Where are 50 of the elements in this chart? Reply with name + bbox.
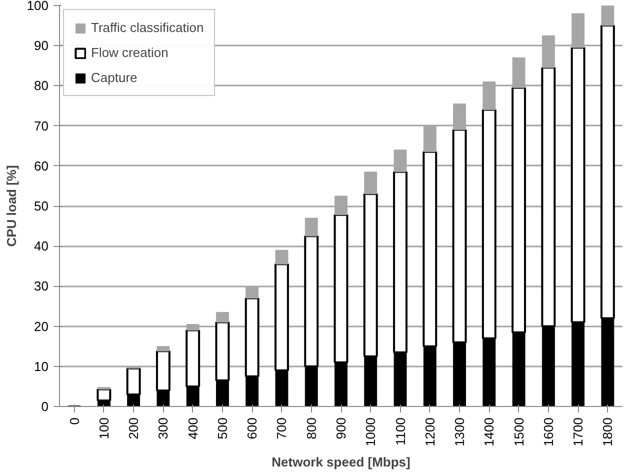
- x-tick-label: 0: [66, 417, 82, 425]
- y-tick-label: 10: [34, 358, 49, 374]
- y-tick-label: 20: [34, 318, 49, 334]
- bar: [482, 81, 496, 110]
- x-tick-label: 600: [244, 417, 260, 440]
- x-tick-label: 300: [156, 417, 171, 440]
- x-tick-label: 1600: [540, 418, 556, 446]
- x-tick-label: 400: [185, 417, 200, 440]
- x-tick-label: 700: [274, 417, 290, 440]
- y-tick-label: 40: [34, 238, 49, 254]
- y-tick-label: 30: [34, 278, 49, 294]
- legend-label: Flow creation: [91, 45, 168, 60]
- x-tick-label: 200: [126, 417, 142, 440]
- x-tick-label: 800: [304, 417, 319, 440]
- bar: [216, 312, 229, 323]
- x-tick-label: 1100: [392, 417, 408, 446]
- bar: [364, 172, 378, 194]
- y-axis-title: CPU load [%]: [4, 165, 19, 247]
- bar: [97, 387, 110, 390]
- bar: [601, 6, 614, 26]
- x-tick-label: 1700: [570, 418, 586, 446]
- x-tick-label: 500: [214, 417, 230, 440]
- x-tick-label: 100: [96, 417, 112, 440]
- y-tick-label: 70: [34, 118, 49, 134]
- bar: [334, 196, 348, 216]
- legend-label: Traffic classification: [91, 20, 204, 35]
- y-tick-label: 60: [34, 158, 49, 174]
- y-tick-label: 0: [41, 399, 49, 414]
- y-tick-label: 90: [34, 38, 49, 54]
- x-tick-label: 1500: [511, 418, 526, 446]
- y-tick-label: 50: [34, 198, 49, 214]
- bar: [394, 150, 407, 172]
- x-tick-label: 900: [334, 417, 348, 440]
- bar: [423, 126, 436, 152]
- bar: [304, 218, 318, 236]
- x-tick-label: 1800: [600, 418, 616, 446]
- bar: [186, 324, 200, 331]
- bar: [512, 57, 526, 88]
- x-tick-label: 1300: [452, 418, 468, 446]
- x-tick-label: 1400: [482, 418, 497, 446]
- y-tick-label: 100: [26, 0, 49, 13]
- y-tick-label: 80: [34, 78, 49, 94]
- bar: [246, 286, 259, 298]
- x-axis-title: Network speed [Mbps]: [272, 454, 410, 470]
- x-tick-label: 1000: [363, 418, 378, 446]
- x-tick-label: 1200: [422, 418, 438, 446]
- legend-label: Capture: [91, 70, 138, 85]
- bar: [275, 250, 288, 264]
- bar: [156, 346, 170, 352]
- bar: [453, 103, 466, 130]
